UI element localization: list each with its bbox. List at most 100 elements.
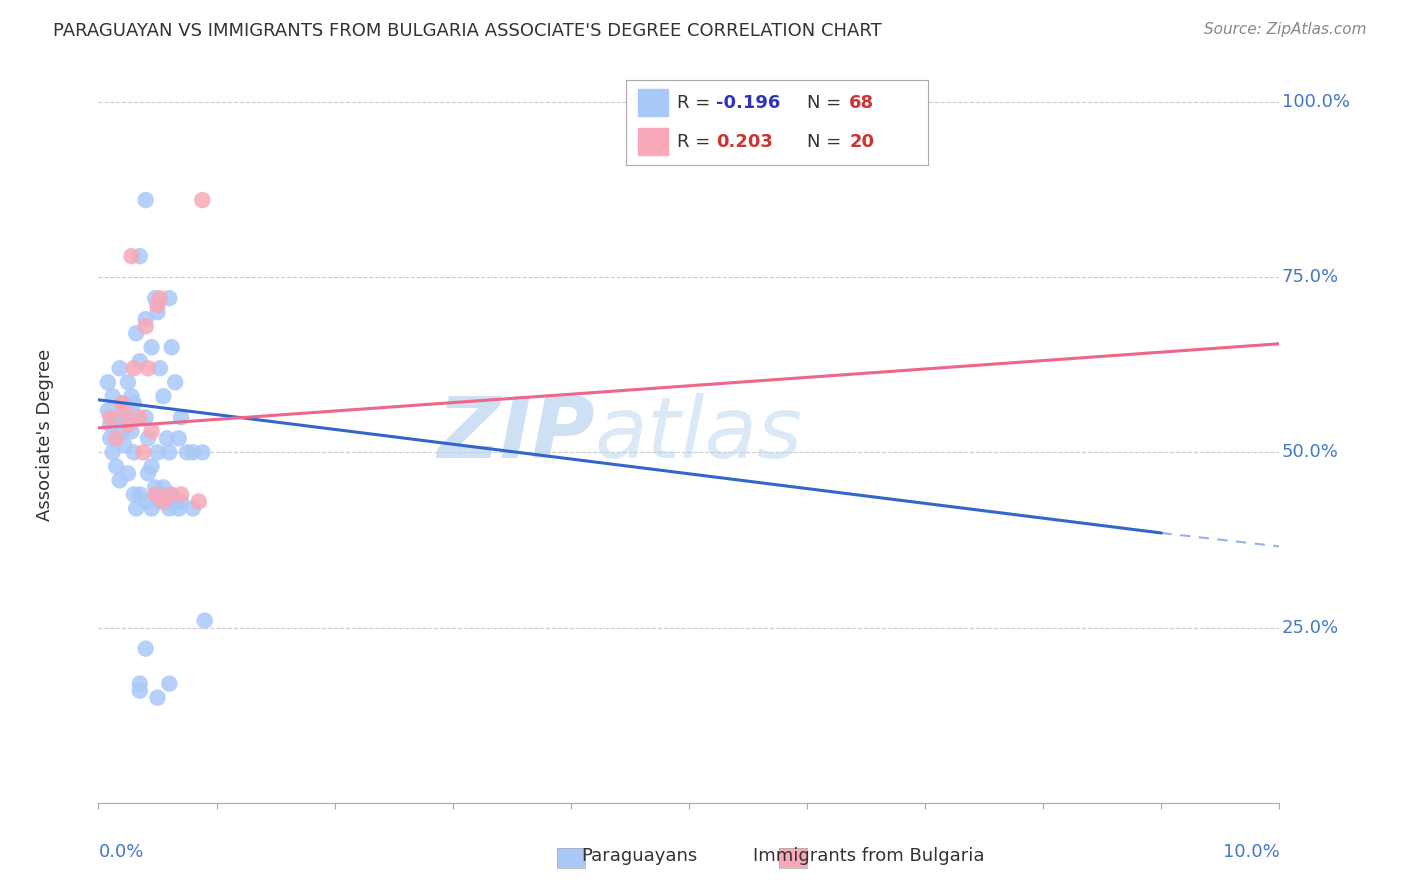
Point [160,340,183,354]
Point [167,501,190,516]
Point [122,396,145,410]
Point [122,445,145,459]
Point [121,389,143,403]
Point [101,445,124,459]
Point [128,487,150,501]
Point [117,467,139,481]
Text: Paraguayans: Paraguayans [582,847,697,865]
Point [97,376,120,390]
Text: 20: 20 [849,133,875,151]
Point [135,641,157,656]
Text: R =: R = [678,95,716,112]
Point [108,361,131,376]
Text: N =: N = [807,133,846,151]
Point [143,487,166,501]
Point [152,480,174,494]
Point [156,494,179,508]
Point [170,410,193,425]
Point [135,312,157,326]
Text: 100.0%: 100.0% [1282,93,1350,111]
Point [135,193,157,207]
Point [157,445,180,459]
Point [146,690,169,705]
Point [160,487,183,501]
Text: 68: 68 [849,95,875,112]
Point [101,389,124,403]
Point [191,193,214,207]
Point [111,425,134,439]
Point [128,683,150,698]
Point [146,298,169,312]
Point [112,438,135,452]
Point [128,676,150,690]
Text: 0.203: 0.203 [716,133,773,151]
Point [125,501,148,516]
Point [141,501,163,516]
Point [135,410,157,425]
Point [112,403,135,417]
Point [136,361,159,376]
Point [136,431,159,445]
Point [165,494,187,508]
Point [105,410,128,425]
Point [125,326,148,341]
Point [152,494,174,508]
Point [111,396,134,410]
Point [146,487,169,501]
Point [108,474,131,488]
Point [136,467,159,481]
Point [98,431,121,445]
Text: Source: ZipAtlas.com: Source: ZipAtlas.com [1204,22,1367,37]
Point [128,354,150,368]
Point [165,376,187,390]
Point [97,403,120,417]
Point [125,410,148,425]
Point [176,445,198,459]
Text: atlas: atlas [595,393,803,476]
Point [111,396,134,410]
Point [141,340,163,354]
Point [194,614,217,628]
Point [143,291,166,305]
Point [105,431,128,445]
Bar [638,128,668,155]
Point [149,494,172,508]
Point [149,361,172,376]
Point [146,305,169,319]
Text: Associate's Degree: Associate's Degree [37,349,55,521]
Point [157,676,180,690]
Point [112,410,135,425]
Point [117,417,139,432]
Text: N =: N = [807,95,846,112]
Point [157,487,180,501]
Point [121,249,143,263]
Point [122,487,145,501]
Point [122,361,145,376]
Bar [638,89,668,116]
Text: 10.0%: 10.0% [1223,843,1279,862]
Point [105,459,128,474]
Point [98,410,121,425]
Point [187,494,209,508]
Point [128,249,150,263]
Point [191,445,214,459]
Point [156,431,179,445]
Point [170,487,193,501]
Point [121,425,143,439]
Point [135,319,157,334]
Point [135,494,157,508]
Point [152,389,174,403]
Point [98,417,121,432]
Point [128,410,150,425]
Point [149,291,172,305]
Text: 0.0%: 0.0% [98,843,143,862]
Text: 50.0%: 50.0% [1282,443,1339,461]
Text: 75.0%: 75.0% [1282,268,1339,286]
Text: 25.0%: 25.0% [1282,618,1339,637]
Point [157,501,180,516]
Point [181,445,204,459]
Point [167,431,190,445]
Text: -0.196: -0.196 [716,95,780,112]
Point [117,376,139,390]
Point [146,445,169,459]
